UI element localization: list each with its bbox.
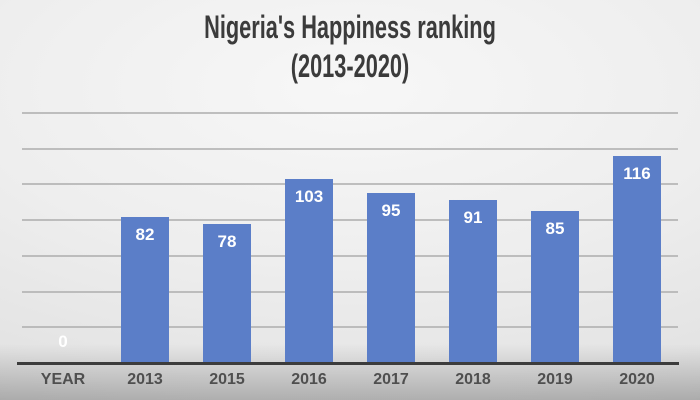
category-slot-YEAR: 0 (22, 113, 104, 363)
x-tick-label-2016: 2016 (291, 371, 327, 388)
x-tick-label-YEAR: YEAR (40, 371, 86, 388)
x-axis-line (17, 362, 679, 365)
chart-title-line1: Nigeria's Happiness ranking (204, 9, 496, 45)
bar-2020: 116 (613, 156, 661, 363)
gridline (22, 254, 678, 257)
bar-value-label: 85 (545, 219, 565, 238)
gridline (22, 147, 678, 150)
x-axis-labels: YEAR 2013 2015 2016 2017 2018 2019 2020 (22, 371, 678, 389)
category-slot-2017: 95 (350, 113, 432, 363)
bar-value-label: 78 (217, 232, 237, 251)
bar-2018: 91 (449, 200, 497, 363)
chart-title: Nigeria's Happiness ranking (2013-2020) (112, 8, 588, 86)
bar-2015: 78 (203, 224, 251, 363)
x-tick-label-2018: 2018 (455, 371, 491, 388)
category-slot-2015: 78 (186, 113, 268, 363)
category-slot-2019: 85 (514, 113, 596, 363)
gridline (22, 112, 678, 114)
plot-area: 0 82 78 103 95 91 85 116 (22, 112, 678, 363)
bar-value-label: 0 (58, 332, 68, 351)
bars-row: 0 82 78 103 95 91 85 116 (22, 113, 678, 363)
gridline (22, 290, 678, 293)
bar-value-label: 103 (294, 187, 324, 206)
bar-value-label: 95 (381, 201, 401, 220)
gridline (22, 183, 678, 186)
bar-2017: 95 (367, 193, 415, 363)
x-tick-label-2019: 2019 (537, 371, 573, 388)
bar-2016: 103 (285, 179, 333, 363)
bar-value-label: 116 (623, 164, 651, 183)
gridline (22, 326, 678, 329)
category-slot-2018: 91 (432, 113, 514, 363)
bar-2019: 85 (531, 211, 579, 363)
bar-value-label: 91 (463, 208, 483, 227)
category-slot-2013: 82 (104, 113, 186, 363)
x-tick-label-2013: 2013 (127, 371, 163, 388)
bar-2013: 82 (121, 217, 169, 363)
bar-value-label: 82 (135, 225, 155, 244)
category-slot-2016: 103 (268, 113, 350, 363)
x-tick-label-2015: 2015 (209, 371, 245, 388)
category-slot-2020: 116 (596, 113, 678, 363)
x-tick-label-2020: 2020 (619, 371, 655, 388)
gridline (22, 219, 678, 222)
chart-title-line2: (2013-2020) (290, 48, 410, 84)
x-tick-label-2017: 2017 (373, 371, 409, 388)
